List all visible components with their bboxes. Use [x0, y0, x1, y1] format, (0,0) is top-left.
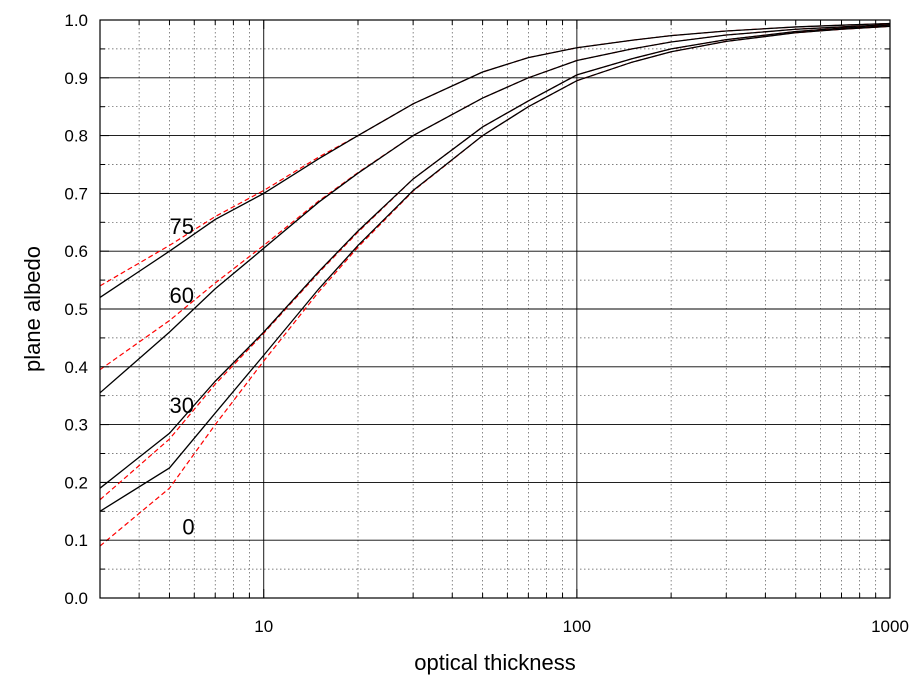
- series-solid-60: [99, 23, 891, 394]
- y-tick-label: 0.4: [64, 358, 88, 377]
- y-tick-label: 0.9: [64, 69, 88, 88]
- tick-labels: 10 100 1000 0.0 0.1 0.2 0.3 0.4 0.5 0.6 0.7 0.8 0.9 1…: [64, 11, 909, 636]
- axis-ticks: [100, 19, 890, 599]
- x-axis-label: optical thickness: [414, 650, 575, 675]
- series-solid-30: [99, 25, 891, 489]
- curve-label-30: 30: [169, 393, 193, 418]
- series-dashed-0: [99, 25, 891, 547]
- series-dashed-30: [99, 25, 891, 501]
- y-tick-label: 0.5: [64, 300, 88, 319]
- y-tick-label: 0.1: [64, 531, 88, 550]
- y-tick-label: 0.0: [64, 589, 88, 608]
- series-solid-0: [99, 25, 891, 512]
- series-dashed-75: [99, 22, 891, 287]
- y-tick-label: 0.8: [64, 127, 88, 146]
- y-tick-label: 0.7: [64, 184, 88, 203]
- y-tick-label: 0.2: [64, 473, 88, 492]
- curve-label-60: 60: [169, 283, 193, 308]
- grid: [100, 20, 890, 598]
- curve-label-0: 0: [182, 514, 194, 539]
- series-layer: [99, 22, 891, 547]
- curve-labels: 75 60 30 0: [169, 214, 194, 540]
- x-tick-label: 10: [254, 617, 273, 636]
- curve-label-75: 75: [169, 214, 193, 239]
- y-tick-label: 0.3: [64, 416, 88, 435]
- series-solid-75: [99, 22, 891, 298]
- x-tick-label: 100: [563, 617, 591, 636]
- y-tick-label: 0.6: [64, 242, 88, 261]
- x-tick-label: 1000: [871, 617, 909, 636]
- y-axis-label: plane albedo: [20, 246, 45, 372]
- series-dashed-60: [99, 24, 891, 371]
- y-tick-label: 1.0: [64, 11, 88, 30]
